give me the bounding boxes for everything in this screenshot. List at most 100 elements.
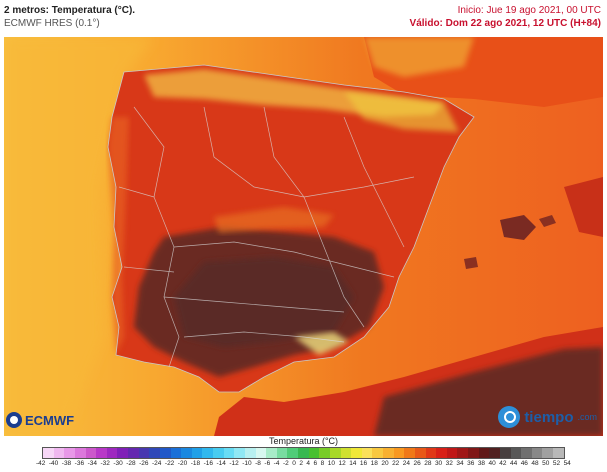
legend-tick: 8 [320,460,325,467]
legend-tick: -4 [273,460,280,467]
legend-swatch [202,448,213,458]
legend-tick: -20 [177,460,188,467]
model-name: ECMWF HRES (0.1°) [4,18,100,29]
pyrenees-cool [344,92,459,132]
legend-tick: -6 [264,460,271,467]
legend-swatch [255,448,267,458]
legend-tick: -10 [242,460,252,467]
legend-swatch [510,448,522,458]
legend-tick: 38 [477,460,486,467]
coastline [107,64,475,393]
legend-swatch [414,448,426,458]
temperature-map [4,37,603,436]
legend-swatch [170,448,182,458]
legend-swatch [521,448,532,458]
legend-tick: 42 [499,460,507,467]
mallorca [500,215,536,240]
legend-tick: 24 [402,460,411,467]
legend-tick: 52 [552,460,561,467]
ibiza [464,257,478,269]
tiempo-logo: tiempo .com [498,406,597,428]
legend-tick: 44 [509,460,518,467]
legend-swatch [553,448,564,458]
legend-swatch [223,448,235,458]
legend-tick: -30 [113,460,123,467]
legend-swatch [266,448,277,458]
sardinia [564,177,603,237]
legend-swatch [298,448,309,458]
map-svg [4,37,603,436]
legend-swatch [436,448,447,458]
legend-tick: -22 [164,460,175,467]
legend-swatch [64,448,75,458]
header-right: Inicio: Jue 19 ago 2021, 00 UTC Válido: … [410,4,601,30]
init-time: Inicio: Jue 19 ago 2021, 00 UTC [457,5,601,16]
central-system [214,207,334,233]
legend-swatch [149,448,160,458]
map-title: 2 metros: Temperatura (°C). [4,5,136,16]
legend-tick: -26 [139,460,149,467]
legend-swatch [234,448,245,458]
legend-tick: 46 [520,460,528,467]
legend-swatch [181,448,192,458]
france-cool-area [364,37,474,77]
legend-swatch [244,448,256,458]
legend-tick: -34 [87,460,97,467]
legend-swatch [446,448,458,458]
legend-swatch [85,448,97,458]
legend-tick: 12 [338,460,346,467]
legend-swatch [276,448,288,458]
legend-swatch [404,448,415,458]
legend-tick: -28 [126,460,136,467]
region-borders [118,106,415,368]
legend-title: Temperatura (°C) [268,436,339,446]
legend-tick: -16 [203,460,213,467]
legend-tick: 6 [313,460,318,467]
ecmwf-logo: ECMWF [6,412,74,428]
valid-time: Válido: Dom 22 ago 2021, 12 UTC (H+84) [409,18,601,29]
legend-tick: 36 [467,460,475,467]
legend-tick: 18 [370,460,378,467]
legend-swatch [117,448,128,458]
temperature-legend: Temperatura (°C) -42 -40 -38 -36 -34 -32 -30 -2… [4,436,603,472]
menorca [539,215,556,227]
legend-swatch [138,448,150,458]
legend-tick: 0 [292,460,296,467]
legend-tick: 32 [445,460,453,467]
ecmwf-logo-icon [6,412,22,428]
legend-swatch [372,448,383,458]
legend-swatch [489,448,500,458]
legend-tick: 40 [488,460,496,467]
legend-color-bar [42,447,565,459]
legend-tick: -18 [190,460,201,467]
legend-swatch [159,448,171,458]
legend-tick: 16 [359,460,368,467]
tiempo-logo-text: tiempo [524,408,574,426]
legend-tick: -32 [100,460,110,467]
header-left: 2 metros: Temperatura (°C). ECMWF HRES (… [4,4,135,30]
legend-tick: 50 [542,460,550,467]
legend-swatch [53,448,65,458]
legend-swatch [457,448,468,458]
legend-swatch [468,448,479,458]
portugal-coast [108,117,129,355]
legend-tick: -24 [152,460,162,467]
legend-swatch [106,448,118,458]
ecmwf-logo-text: ECMWF [25,412,75,428]
legend-tick: 20 [381,460,389,467]
legend-swatch [74,448,86,458]
legend-swatch [340,448,352,458]
legend-swatch [96,448,107,458]
tiempo-logo-domain: .com [577,412,597,422]
legend-tick: 30 [434,460,443,467]
legend-swatch [361,448,373,458]
legend-tick: -14 [216,460,226,467]
legend-swatch [425,448,437,458]
legend-swatch [478,448,490,458]
legend-tick: -2 [282,460,289,467]
legend-tick: -38 [61,460,72,467]
legend-tick: -36 [74,460,85,467]
legend-tick: 14 [349,460,357,467]
legend-tick: -8 [255,460,261,467]
